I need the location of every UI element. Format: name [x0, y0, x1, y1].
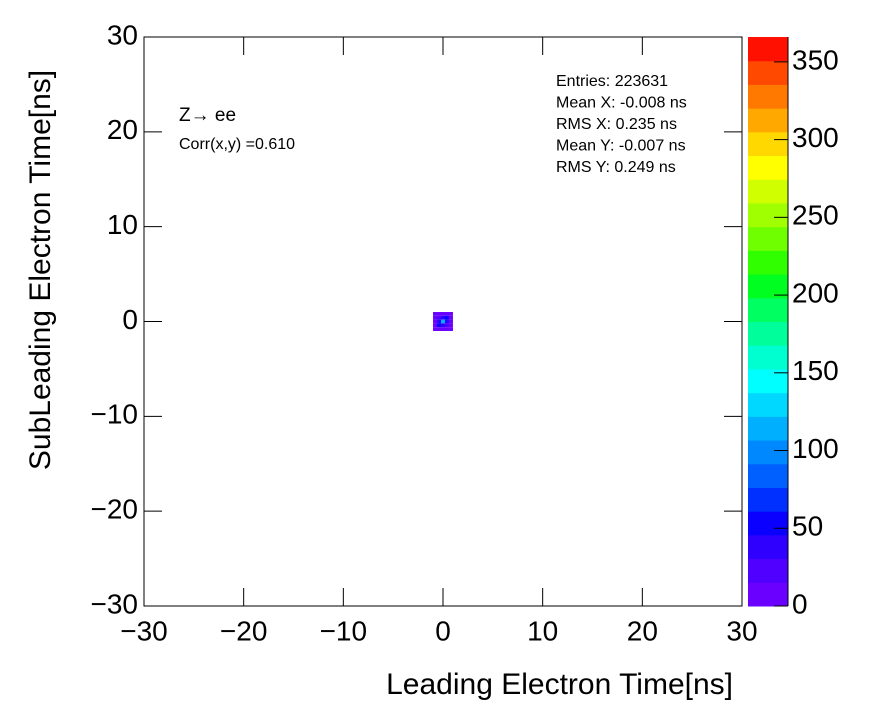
annotation: Corr(x,y) =0.610 — [179, 136, 295, 153]
y-tick-label: 20 — [107, 114, 138, 145]
cell — [441, 312, 445, 316]
color-band — [748, 202, 788, 228]
y-tick-label: −30 — [91, 588, 139, 619]
color-band — [748, 297, 788, 322]
x-axis-title: Leading Electron Time[ns] — [386, 668, 733, 701]
color-band — [748, 534, 788, 560]
color-band — [748, 60, 788, 85]
cell — [441, 323, 445, 328]
z-tick-label: 100 — [792, 433, 839, 464]
color-band — [748, 392, 788, 417]
y-axis-title: SubLeading Electron Time[ns] — [24, 70, 57, 470]
color-band — [748, 84, 788, 109]
color-band — [748, 37, 788, 62]
cell — [448, 323, 453, 328]
stats-line: Mean X: -0.008 ns — [556, 95, 687, 112]
color-band — [748, 226, 788, 251]
cell — [444, 323, 449, 328]
stats-line: RMS Y: 0.249 ns — [556, 159, 676, 176]
color-band — [748, 131, 788, 157]
y-tick-label: −20 — [91, 494, 139, 525]
cell — [441, 319, 445, 324]
color-band — [748, 487, 788, 512]
cell — [444, 315, 449, 320]
cell — [448, 312, 453, 316]
cell — [433, 319, 438, 324]
z-tick-label: 50 — [792, 511, 823, 542]
cell — [444, 312, 449, 316]
z-tick-label: 350 — [792, 44, 839, 75]
stats-line: Mean Y: -0.007 ns — [556, 138, 686, 155]
cell — [441, 327, 445, 331]
color-band — [748, 558, 788, 583]
x-tick-label: 20 — [627, 615, 658, 646]
x-tick-label: 0 — [435, 615, 451, 646]
color-band — [748, 108, 788, 133]
cell — [444, 319, 449, 324]
z-tick-label: 0 — [792, 588, 808, 619]
cell — [437, 315, 442, 320]
cell — [441, 315, 445, 320]
cell — [444, 327, 449, 331]
y-tick-label: 30 — [107, 19, 138, 50]
color-band — [748, 250, 788, 275]
z-tick-label: 200 — [792, 277, 839, 308]
cell — [433, 327, 438, 331]
color-band — [748, 274, 788, 299]
annotation: Z→ ee — [179, 105, 236, 126]
cell — [448, 327, 453, 331]
z-tick-label: 150 — [792, 355, 839, 386]
z-tick-label: 300 — [792, 122, 839, 153]
color-band — [748, 321, 788, 346]
cell — [437, 327, 442, 331]
cell — [433, 323, 438, 328]
cell — [448, 319, 453, 324]
color-band — [748, 440, 788, 465]
color-band — [748, 511, 788, 536]
cell — [433, 315, 438, 320]
cell — [448, 315, 453, 320]
cell — [437, 323, 442, 328]
y-tick-label: 0 — [122, 304, 138, 335]
color-band — [748, 416, 788, 441]
x-tick-label: 10 — [527, 615, 558, 646]
color-band — [748, 463, 788, 488]
x-tick-label: 30 — [726, 615, 757, 646]
x-tick-label: −20 — [220, 615, 268, 646]
color-band — [748, 179, 788, 204]
x-tick-label: −30 — [120, 615, 168, 646]
y-tick-label: 10 — [107, 209, 138, 240]
z-tick-label: 250 — [792, 200, 839, 231]
color-band — [748, 582, 788, 607]
cell — [437, 319, 442, 324]
stats-line: Entries: 223631 — [556, 73, 668, 90]
y-tick-label: −10 — [91, 399, 139, 430]
color-band — [748, 345, 788, 370]
cell — [437, 312, 442, 316]
stats-line: RMS X: 0.235 ns — [556, 116, 677, 133]
cell — [433, 312, 438, 316]
color-band — [748, 155, 788, 180]
x-tick-label: −10 — [320, 615, 368, 646]
